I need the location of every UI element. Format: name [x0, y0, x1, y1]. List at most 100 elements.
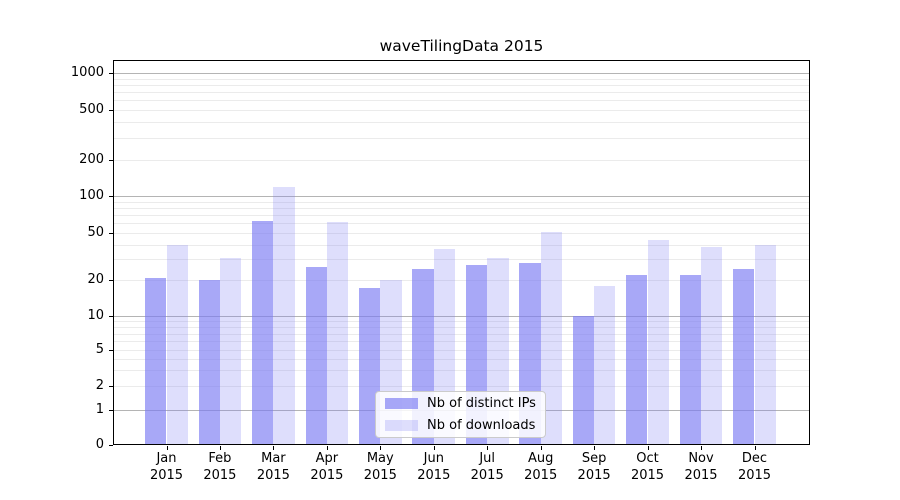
minor-gridline	[113, 370, 810, 372]
x-tick-label-month: Jun	[423, 451, 444, 466]
bar-nov-downloads	[701, 247, 723, 445]
y-tick-label: 100	[79, 188, 104, 203]
x-tick-label-month: Mar	[261, 451, 286, 466]
x-tick-label: Sep 2015	[558, 450, 630, 484]
bar-mar-distinct-ips	[252, 220, 274, 445]
y-tick	[109, 445, 113, 446]
minor-gridline	[113, 84, 810, 86]
y-tick	[109, 386, 113, 387]
x-tick	[166, 446, 168, 450]
x-tick	[326, 446, 328, 450]
x-tick-label: Oct 2015	[612, 450, 684, 484]
bar-aug-downloads	[540, 232, 563, 445]
major-gridline	[113, 73, 810, 74]
x-tick-label: Jan 2015	[131, 450, 203, 484]
plot-area	[113, 60, 810, 445]
bar-jan-downloads	[166, 244, 188, 445]
x-tick	[701, 446, 702, 450]
x-tick-label-year: 2015	[737, 468, 772, 483]
bar-apr-downloads	[326, 221, 349, 445]
y-tick-label: 500	[79, 102, 104, 117]
x-tick	[594, 446, 596, 450]
bar-feb-downloads	[220, 257, 242, 445]
x-tick	[754, 446, 756, 450]
x-tick-label: Aug 2015	[505, 450, 577, 484]
x-tick	[647, 446, 649, 450]
minor-gridline	[113, 386, 810, 387]
y-tick	[109, 73, 113, 74]
x-tick-label: May 2015	[344, 450, 416, 484]
legend-swatch	[385, 398, 418, 409]
bar-jan-distinct-ips	[145, 277, 167, 445]
y-tick	[109, 280, 113, 281]
x-tick-label-year: 2015	[256, 468, 290, 483]
legend-entry: Nb of distinct IPs	[385, 396, 536, 411]
x-tick-label-year: 2015	[470, 468, 504, 483]
minor-gridline	[113, 122, 810, 124]
y-tick	[109, 160, 113, 161]
x-tick-label: Mar 2015	[237, 450, 309, 484]
x-tick-label: Nov 2015	[665, 450, 737, 484]
x-tick-label: Apr 2015	[291, 450, 363, 484]
y-tick-label: 1000	[70, 65, 104, 80]
x-tick-label-year: 2015	[417, 468, 451, 483]
y-tick	[109, 410, 113, 411]
x-tick	[273, 446, 275, 450]
legend-swatch	[385, 420, 418, 431]
minor-gridline	[113, 207, 810, 209]
x-tick-label-year: 2015	[149, 468, 184, 483]
x-tick-label-year: 2015	[630, 468, 665, 483]
y-tick-label: 2	[95, 378, 104, 393]
minor-gridline	[113, 333, 810, 335]
x-tick	[219, 446, 221, 450]
minor-gridline	[113, 215, 810, 216]
y-tick	[109, 110, 113, 111]
minor-gridline	[113, 233, 810, 234]
x-tick	[540, 446, 542, 450]
minor-gridline	[113, 92, 810, 94]
minor-gridline	[113, 280, 810, 281]
x-tick-label-year: 2015	[310, 468, 344, 483]
x-tick-label-month: Oct	[636, 451, 659, 466]
y-tick-label: 0	[95, 437, 104, 452]
minor-gridline	[113, 244, 810, 246]
bar-oct-downloads	[647, 239, 669, 445]
minor-gridline	[113, 223, 810, 225]
x-tick-label-month: May	[366, 451, 394, 466]
x-tick-label-month: Dec	[741, 451, 768, 466]
minor-gridline	[113, 350, 810, 351]
x-tick-label-year: 2015	[684, 468, 718, 483]
major-gridline	[113, 316, 810, 317]
x-tick-label: Feb 2015	[184, 450, 256, 484]
x-tick-label-month: Nov	[688, 451, 714, 466]
minor-gridline	[113, 321, 810, 323]
x-tick-label-year: 2015	[577, 468, 611, 483]
bar-sep-downloads	[594, 285, 616, 445]
bar-sep-distinct-ips	[572, 316, 595, 445]
minor-gridline	[113, 341, 810, 342]
x-tick-label-month: Sep	[581, 451, 607, 466]
x-tick-label-year: 2015	[203, 468, 237, 483]
minor-gridline	[113, 358, 810, 360]
x-tick	[487, 446, 489, 450]
major-gridline	[113, 196, 810, 197]
x-tick-label-month: Aug	[527, 451, 554, 466]
minor-gridline	[113, 326, 810, 328]
y-tick	[109, 196, 113, 197]
x-tick-label-month: Apr	[315, 451, 339, 466]
bar-mar-downloads	[273, 186, 295, 445]
x-tick-label: Jun 2015	[398, 450, 470, 484]
y-tick-label: 5	[95, 342, 104, 357]
legend-entry: Nb of downloads	[385, 418, 536, 433]
x-tick-label-month: Jan	[156, 451, 177, 466]
y-tick-label: 200	[79, 152, 104, 167]
y-tick	[109, 350, 113, 351]
chart-title: waveTilingData 2015	[379, 37, 544, 55]
y-tick-label: 1	[95, 402, 104, 417]
x-tick-label-year: 2015	[524, 468, 558, 483]
bar-nov-distinct-ips	[679, 275, 701, 445]
minor-gridline	[113, 78, 810, 80]
x-tick-label: Jul 2015	[451, 450, 523, 484]
legend-label: Nb of downloads	[427, 418, 536, 433]
